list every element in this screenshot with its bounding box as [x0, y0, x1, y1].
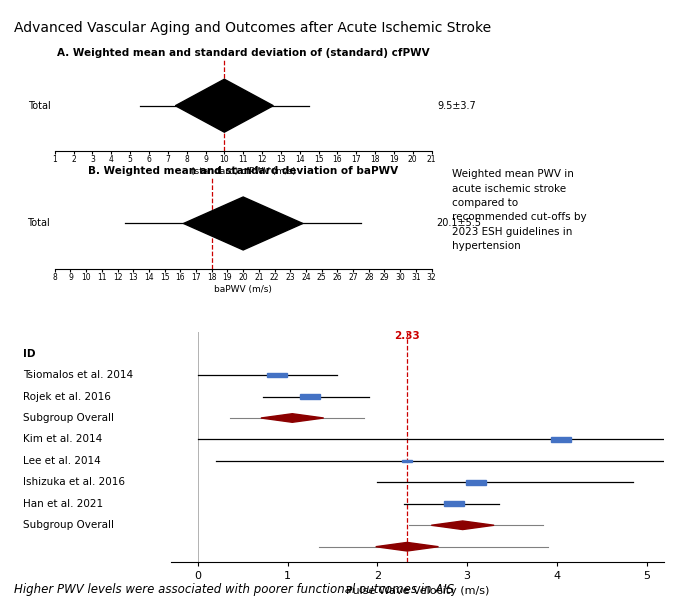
Polygon shape [175, 79, 273, 132]
Text: Higher PWV levels were associated with poorer functional outcomes in AIS: Higher PWV levels were associated with p… [14, 583, 454, 596]
Bar [444, 501, 464, 506]
Text: Ishizuka et al. 2016: Ishizuka et al. 2016 [23, 477, 125, 487]
Text: Weighted mean PWV in
acute ischemic stroke
compared to
recommended cut-offs by
2: Weighted mean PWV in acute ischemic stro… [452, 169, 587, 251]
Polygon shape [375, 542, 438, 551]
Polygon shape [432, 521, 494, 530]
Text: Total: Total [28, 101, 51, 111]
X-axis label: Pulse Wave Velocity (m/s): Pulse Wave Velocity (m/s) [346, 586, 490, 596]
Text: Total: Total [27, 219, 50, 228]
Bar [267, 373, 287, 378]
Bar [401, 460, 412, 462]
Text: 9.5±3.7: 9.5±3.7 [437, 101, 476, 111]
Polygon shape [261, 414, 324, 422]
Bar [551, 437, 571, 442]
Title: B. Weighted mean and standard deviation of baPWV: B. Weighted mean and standard deviation … [88, 166, 398, 176]
X-axis label: baPWV (m/s): baPWV (m/s) [214, 284, 272, 294]
Text: Lee et al. 2014: Lee et al. 2014 [23, 456, 101, 466]
Polygon shape [184, 197, 303, 250]
Text: 20.1±5.5: 20.1±5.5 [436, 219, 482, 228]
Text: Kim et al. 2014: Kim et al. 2014 [23, 434, 103, 445]
Text: Advanced Vascular Aging and Outcomes after Acute Ischemic Stroke: Advanced Vascular Aging and Outcomes aft… [14, 21, 491, 35]
Bar [466, 480, 486, 485]
Title: A. Weighted mean and standard deviation of (standard) cfPWV: A. Weighted mean and standard deviation … [57, 48, 429, 58]
Text: Tsiomalos et al. 2014: Tsiomalos et al. 2014 [23, 370, 134, 380]
X-axis label: (standard) cfPWV (m/s): (standard) cfPWV (m/s) [190, 167, 296, 176]
Text: Subgroup Overall: Subgroup Overall [23, 520, 114, 530]
Text: ID: ID [23, 349, 36, 359]
Text: Rojek et al. 2016: Rojek et al. 2016 [23, 391, 111, 402]
Text: Han et al. 2021: Han et al. 2021 [23, 499, 103, 509]
Bar [301, 394, 320, 399]
Text: 2.33: 2.33 [394, 331, 420, 341]
Text: Subgroup Overall: Subgroup Overall [23, 413, 114, 423]
